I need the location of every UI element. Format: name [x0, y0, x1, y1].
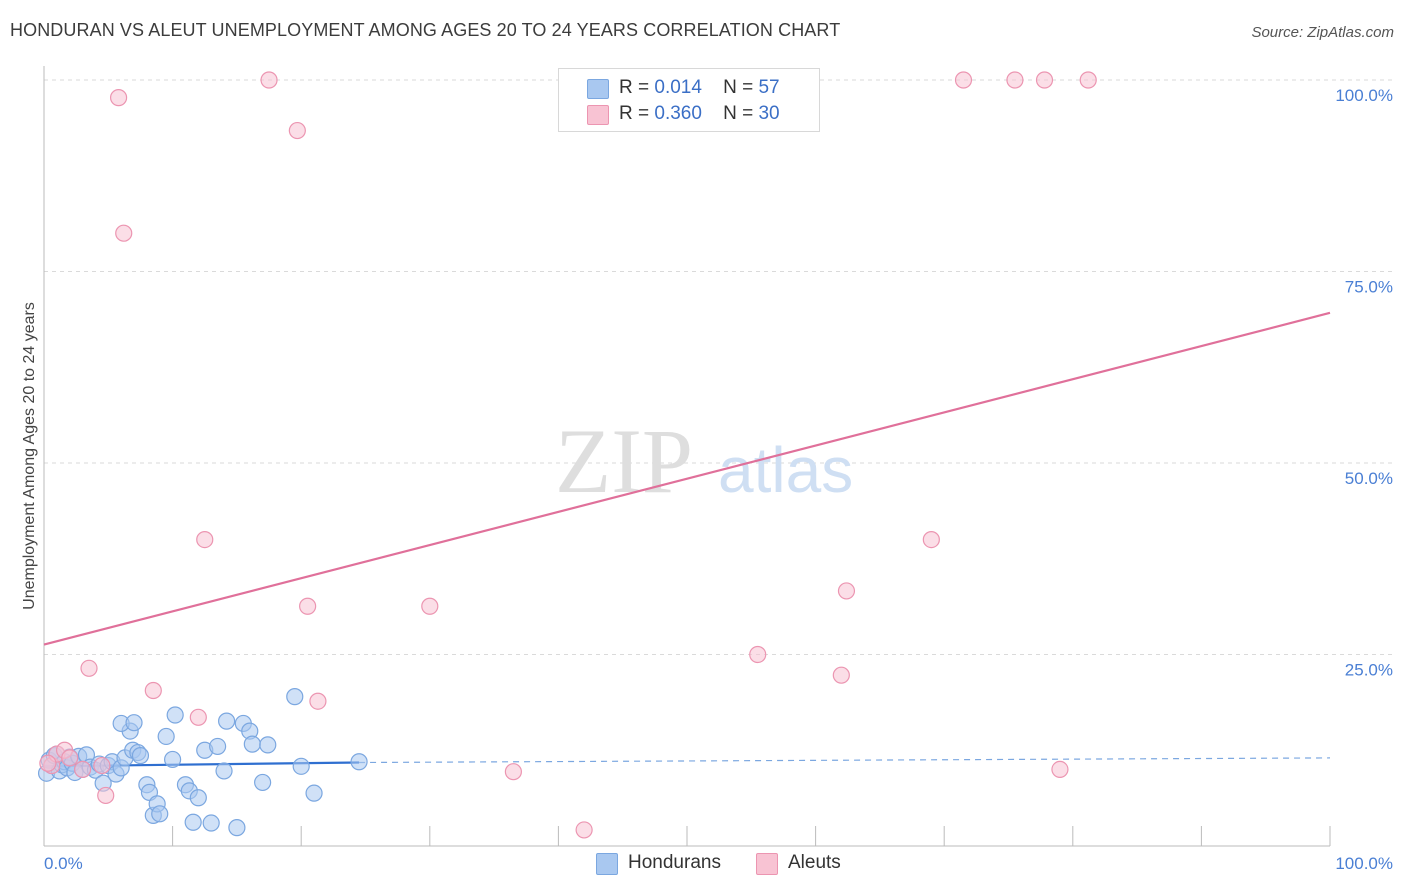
y-tick-label: 50.0% [1345, 469, 1393, 488]
watermark-atlas: atlas [718, 434, 853, 506]
data-point [350, 753, 368, 771]
data-point [93, 756, 111, 775]
trend-line-hondurans-extension [359, 757, 1331, 764]
chart-source: Source: ZipAtlas.com [1251, 24, 1394, 41]
data-point [832, 666, 850, 684]
data-point [243, 735, 261, 753]
y-axis-title: Unemployment Among Ages 20 to 24 years [21, 302, 38, 610]
legend-n-label: N = [723, 103, 754, 124]
data-point [228, 819, 246, 837]
data-point [131, 747, 150, 765]
data-point [1051, 760, 1069, 779]
data-point [202, 814, 220, 832]
legend-n-value: 57 [758, 77, 780, 98]
data-point [209, 737, 227, 756]
data-point [196, 530, 214, 549]
x-tick-label: 100.0% [1335, 854, 1393, 873]
data-point [166, 706, 184, 724]
data-point [1035, 71, 1054, 89]
data-point [109, 89, 128, 107]
data-point [189, 789, 207, 807]
data-point [61, 749, 79, 767]
bottom-legend-swatch-hondurans [596, 853, 618, 875]
axes [43, 66, 1331, 847]
data-point [288, 121, 306, 140]
data-point [218, 712, 236, 730]
watermark: ZIP atlas [555, 410, 853, 512]
tick-labels: 25.0% 50.0% 75.0% 100.0% 0.0% 100.0% [44, 86, 1393, 873]
data-point [259, 736, 277, 754]
legend-r-value: 0.360 [654, 103, 702, 124]
grid-lines [44, 79, 1392, 655]
bottom-legend-label-hondurans: Hondurans [628, 852, 721, 873]
legend-text-aleuts: R = 0.360 N = 30 [619, 103, 780, 125]
data-point [144, 681, 162, 700]
data-point [189, 708, 207, 726]
data-point [504, 763, 522, 781]
chart-title: HONDURAN VS ALEUT UNEMPLOYMENT AMONG AGE… [10, 20, 841, 40]
data-point [299, 597, 317, 615]
data-point [80, 659, 98, 677]
correlation-legend: R = 0.014 N = 57 R = 0.360 N = 30 [558, 68, 820, 132]
data-point [157, 727, 175, 746]
data-point [922, 530, 940, 549]
data-point [73, 760, 92, 779]
data-point [97, 786, 115, 805]
legend-text-hondurans: R = 0.014 N = 57 [619, 77, 780, 99]
data-point [421, 597, 439, 615]
data-point [575, 821, 593, 839]
data-point [254, 773, 272, 792]
y-tick-label: 75.0% [1345, 278, 1393, 297]
data-point [164, 750, 182, 769]
data-point [1079, 71, 1097, 89]
legend-r-label: R = [619, 103, 650, 124]
data-point [151, 805, 169, 823]
data-point [309, 692, 327, 710]
y-tick-label: 100.0% [1335, 86, 1393, 105]
data-point [115, 224, 133, 242]
legend-r-label: R = [619, 77, 650, 98]
x-tick-label: 0.0% [44, 854, 83, 873]
data-point [39, 754, 57, 772]
legend-n-label: N = [723, 77, 754, 98]
data-point [1006, 71, 1024, 89]
legend-n-value: 30 [758, 103, 780, 124]
bottom-legend-label-aleuts: Aleuts [788, 852, 841, 873]
legend-swatch-aleuts [587, 105, 609, 125]
y-tick-label: 25.0% [1345, 661, 1393, 680]
bottom-legend-swatch-aleuts [756, 853, 778, 875]
data-point [292, 757, 310, 775]
data-point [184, 813, 202, 831]
series-hondurans [37, 688, 368, 837]
data-points [37, 71, 1097, 839]
data-point [260, 71, 278, 89]
data-point [837, 582, 856, 600]
data-point [215, 762, 233, 780]
data-point [954, 71, 973, 89]
data-point [305, 784, 323, 802]
data-point [125, 714, 143, 732]
trend-lines [43, 311, 1331, 768]
data-point [286, 688, 304, 706]
data-point [749, 645, 767, 664]
trend-line-aleuts [43, 311, 1331, 646]
series-aleuts [39, 71, 1097, 839]
legend-swatch-hondurans [587, 79, 609, 99]
legend-r-value: 0.014 [654, 77, 702, 98]
watermark-zip: ZIP [555, 410, 693, 512]
